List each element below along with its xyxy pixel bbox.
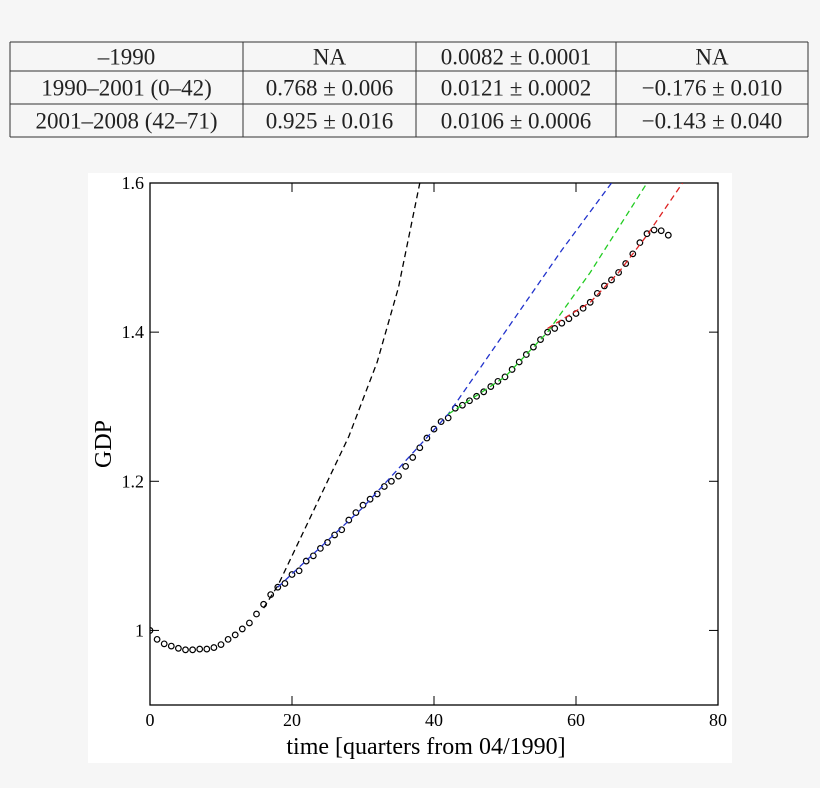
fit-line	[447, 183, 648, 415]
data-point	[664, 231, 672, 239]
series-layer	[150, 183, 684, 654]
data-point	[480, 388, 488, 396]
table-cell: 2001–2008 (42–71)	[35, 109, 217, 134]
data-point	[224, 635, 232, 643]
data-point	[551, 325, 559, 332]
table-cell: 0.925 ± 0.016	[266, 109, 394, 134]
data-point	[189, 646, 197, 654]
data-point	[501, 373, 509, 381]
plot-background	[88, 173, 732, 763]
data-point	[522, 351, 530, 358]
data-point	[352, 509, 360, 517]
data-point	[160, 640, 168, 648]
data-point	[409, 454, 417, 461]
x-tick-label: 40	[425, 710, 443, 730]
y-tick-label: 1.2	[122, 471, 145, 491]
data-point	[238, 625, 246, 633]
data-point	[657, 227, 665, 235]
data-point	[579, 304, 587, 312]
table-cell: −0.176 ± 0.010	[642, 76, 783, 101]
data-point	[508, 366, 516, 373]
table-cell: NA	[313, 45, 347, 70]
data-point	[622, 260, 630, 267]
data-point	[203, 645, 211, 653]
data-point	[288, 571, 296, 578]
data-point	[466, 397, 473, 405]
data-point	[593, 289, 601, 297]
data-point	[423, 434, 431, 442]
fit-line	[277, 183, 613, 588]
fit-line	[263, 183, 421, 609]
plot-frame	[149, 182, 719, 706]
data-point	[608, 276, 615, 284]
table: –1990 NA 0.0082 ± 0.0001 NA 1990–2001 (0–42)…	[9, 41, 809, 138]
data-point	[167, 642, 175, 650]
y-tick-label: 1	[135, 620, 144, 640]
data-point	[395, 472, 402, 480]
data-point	[217, 641, 225, 648]
data-point	[245, 619, 253, 627]
data-point	[210, 644, 218, 651]
y-axis-label: GDP	[91, 420, 117, 468]
x-axis-label: time [quarters from 04/1990]	[286, 734, 565, 760]
table-cell: 1990–2001 (0–42)	[41, 76, 212, 101]
data-point	[537, 336, 544, 344]
data-point	[295, 567, 303, 575]
data-point	[544, 328, 551, 336]
data-point	[437, 418, 445, 426]
table-cell: 0.0106 ± 0.0006	[441, 109, 592, 134]
data-point	[366, 495, 374, 503]
data-point	[182, 646, 189, 654]
table-cell: 0.0121 ± 0.0002	[441, 76, 592, 101]
chart: 0 20 40 60 80 1 1.2 1.4 1.6 time [quarters from 0…	[91, 173, 727, 760]
data-point	[150, 627, 154, 634]
data-point	[430, 425, 438, 433]
x-tick-label: 80	[709, 710, 727, 730]
data-point	[643, 230, 651, 238]
x-tick-label: 20	[283, 710, 301, 730]
data-point	[388, 477, 395, 485]
data-point	[586, 298, 594, 306]
table-cell: 0.768 ± 0.006	[266, 76, 394, 101]
table-cell: −0.143 ± 0.040	[642, 109, 783, 134]
data-point	[274, 583, 282, 591]
data-point	[487, 383, 495, 390]
data-point	[629, 250, 637, 258]
data-point	[530, 343, 537, 351]
data-point	[253, 610, 260, 618]
data-point	[473, 392, 481, 400]
data-point	[494, 377, 502, 385]
data-point	[231, 631, 239, 639]
data-point	[345, 516, 353, 524]
data-point	[373, 490, 381, 498]
y-tick-label: 1.4	[122, 322, 145, 342]
data-point	[331, 531, 339, 539]
data-point	[174, 644, 182, 652]
data-point	[153, 635, 161, 643]
data-point	[302, 557, 310, 565]
data-point	[459, 401, 466, 409]
data-point	[558, 319, 566, 327]
y-tick-label: 1.6	[122, 173, 145, 193]
data-point	[196, 645, 204, 653]
data-point	[515, 358, 523, 366]
data-point	[601, 282, 608, 290]
x-tick-label: 60	[567, 710, 585, 730]
data-point	[402, 462, 410, 470]
table-cell: –1990	[97, 45, 156, 70]
data-point	[615, 269, 622, 276]
table-cell: NA	[695, 45, 729, 70]
fit-line	[547, 183, 684, 329]
x-tick-label: 0	[146, 710, 155, 730]
data-point	[317, 545, 324, 552]
table-cell: 0.0082 ± 0.0001	[441, 45, 592, 70]
